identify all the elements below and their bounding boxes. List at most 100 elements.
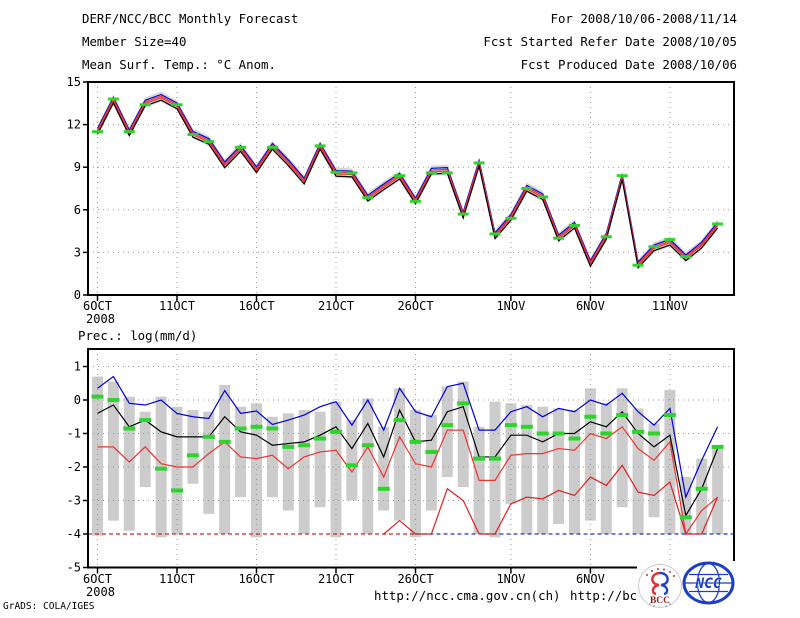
temp-obs-dash bbox=[600, 235, 612, 239]
prec-obs-dash bbox=[536, 431, 549, 436]
temp-obs-dash bbox=[648, 245, 660, 249]
prec-obs-dash bbox=[568, 436, 581, 441]
prec-obs-dash bbox=[695, 486, 708, 491]
ncc-logo-meridian bbox=[696, 562, 721, 604]
prec-ensemble-range-bar bbox=[378, 426, 390, 511]
prec-ensemble-range-bar bbox=[648, 423, 660, 518]
prec-obs-dash bbox=[409, 439, 422, 444]
prec-ensemble-range-bar bbox=[107, 381, 119, 521]
temp-obs-dash bbox=[569, 223, 580, 227]
prec-ensemble-range-bar bbox=[187, 410, 199, 484]
prec-ensemble-range-bar bbox=[505, 403, 517, 504]
prec-obs-dash bbox=[520, 424, 533, 429]
temp-x-tick-label: 21OCT bbox=[318, 299, 354, 313]
page-title: DERF/NCC/BCC Monthly Forecast bbox=[82, 11, 299, 26]
prec-ensemble-range-bar bbox=[425, 415, 437, 511]
prec-chart-frame bbox=[87, 348, 735, 569]
temp-obs-dash bbox=[330, 170, 342, 174]
prec-obs-dash bbox=[648, 431, 660, 436]
prec-y-tick-label: -1 bbox=[67, 427, 81, 441]
prec-obs-dash bbox=[91, 394, 104, 399]
prec-ensemble-range-bar bbox=[394, 388, 406, 521]
temp-obs-dash bbox=[489, 232, 501, 236]
prec-ensemble-range-bar bbox=[123, 396, 135, 531]
temp-obs-dash bbox=[394, 174, 406, 178]
prec-y-tick-label: -4 bbox=[67, 527, 81, 541]
prec-obs-dash bbox=[155, 466, 168, 471]
produced-date: Fcst Produced Date 2008/10/06 bbox=[520, 57, 737, 72]
temp-obs-dash bbox=[473, 161, 485, 165]
prec-obs-dash bbox=[377, 486, 390, 491]
temp-y-tick-label: 3 bbox=[74, 245, 81, 259]
temp-obs-dash bbox=[425, 171, 437, 175]
prec-ensemble-range-bar bbox=[680, 477, 692, 534]
prec-obs-dash bbox=[345, 463, 358, 468]
prec-ensemble-range-bar bbox=[410, 410, 421, 538]
temp-line-mid-red-upper bbox=[96, 95, 719, 266]
prec-obs-dash bbox=[425, 449, 438, 454]
temp-obs-dash bbox=[410, 199, 421, 203]
prec-ensemble-range-bar bbox=[235, 406, 247, 498]
temp-y-tick-label: 15 bbox=[67, 75, 81, 89]
forecast-period: For 2008/10/06-2008/11/14 bbox=[550, 11, 738, 26]
prec-x-tick-label: 6NOV bbox=[576, 572, 605, 586]
temp-obs-dash bbox=[632, 263, 644, 267]
bcc-logo-bottom-dots bbox=[649, 603, 671, 607]
prec-obs-dash bbox=[711, 444, 724, 449]
ncc-logo-icon: NCC bbox=[682, 561, 735, 606]
prec-obs-dash bbox=[250, 424, 263, 429]
grads-credit: GrADS: COLA/IGES bbox=[3, 601, 95, 612]
prec-obs-dash bbox=[679, 515, 692, 520]
temp-chart-title: Mean Surf. Temp.: °C Anom. bbox=[82, 57, 276, 72]
temp-obs-dash bbox=[537, 195, 549, 199]
prec-ensemble-range-bar bbox=[346, 420, 358, 501]
temp-obs-dash bbox=[107, 97, 119, 101]
temp-obs-dash bbox=[203, 140, 215, 144]
prec-ensemble-range-bar bbox=[314, 411, 326, 508]
prec-ensemble-range-bar bbox=[712, 445, 724, 534]
prec-x-tick-label: 1NOV bbox=[496, 572, 525, 586]
temp-obs-dash bbox=[92, 130, 103, 134]
prec-ensemble-range-bar bbox=[171, 406, 183, 534]
temp-y-tick-label: 6 bbox=[74, 203, 81, 217]
prec-ensemble-range-bar bbox=[616, 388, 628, 508]
temp-obs-dash bbox=[457, 212, 469, 216]
prec-obs-dash bbox=[504, 423, 517, 428]
temp-y-tick-label: 0 bbox=[74, 288, 81, 302]
prec-y-tick-label: -5 bbox=[67, 561, 81, 575]
temp-y-tick-label: 9 bbox=[74, 160, 81, 174]
prec-ensemble-range-bar bbox=[569, 410, 580, 534]
prec-line-ens-lower-red bbox=[97, 425, 718, 536]
prec-chart-title: Prec.: log(mm/d) bbox=[78, 328, 198, 343]
temp-obs-dash bbox=[362, 196, 374, 200]
temp-obs-dash bbox=[553, 236, 565, 240]
prec-obs-dash bbox=[330, 429, 342, 434]
prec-ensemble-range-bar bbox=[219, 384, 231, 534]
temp-x-tick-label: 26OCT bbox=[397, 299, 433, 313]
prec-x-tick-label: 21OCT bbox=[318, 572, 354, 586]
prec-obs-dash bbox=[282, 444, 295, 449]
prec-obs-dash bbox=[584, 414, 597, 419]
temp-obs-dash bbox=[139, 103, 151, 107]
prec-ensemble-range-bar bbox=[139, 411, 151, 488]
bcc-logo-red-swirl bbox=[651, 571, 661, 596]
temp-obs-dash bbox=[441, 171, 453, 175]
temp-obs-dash bbox=[505, 216, 517, 220]
prec-obs-dash bbox=[266, 426, 279, 431]
prec-ensemble-range-bar bbox=[282, 413, 294, 511]
temp-x-tick-label: 1NOV bbox=[496, 299, 525, 313]
temp-obs-dash bbox=[171, 103, 183, 107]
temp-obs-dash bbox=[664, 238, 676, 242]
temp-obs-dash bbox=[521, 187, 533, 190]
prec-ensemble-range-bar bbox=[441, 386, 453, 478]
temp-chart-frame bbox=[87, 81, 735, 296]
prec-ensemble-range-bar bbox=[362, 398, 374, 534]
bcc-logo-text: BCC bbox=[650, 596, 670, 606]
temp-x-tick-label: 6NOV bbox=[576, 299, 605, 313]
prec-ensemble-range-bar bbox=[251, 403, 262, 538]
temp-line-lower-black bbox=[96, 99, 719, 270]
prec-obs-dash bbox=[441, 423, 454, 428]
temp-x-tick-sublabel: 2008 bbox=[86, 312, 115, 326]
temp-obs-dash bbox=[616, 174, 628, 178]
temp-obs-dash bbox=[712, 222, 724, 226]
